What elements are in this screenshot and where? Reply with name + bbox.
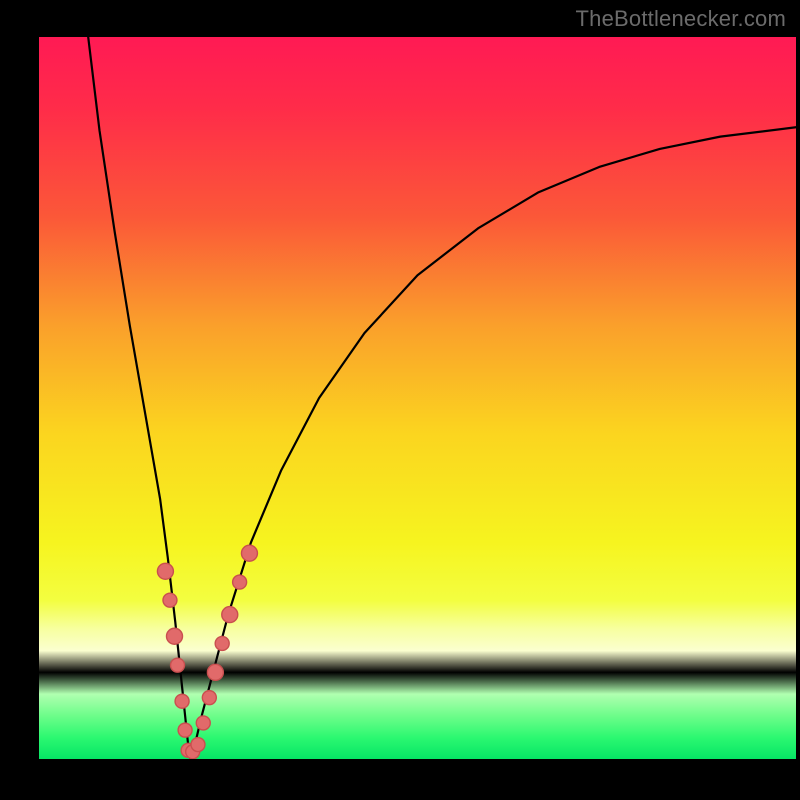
marker-point xyxy=(157,563,173,579)
marker-point xyxy=(163,593,177,607)
marker-point xyxy=(241,545,257,561)
marker-point xyxy=(202,691,216,705)
marker-point xyxy=(207,664,223,680)
marker-point xyxy=(178,723,192,737)
marker-point xyxy=(233,575,247,589)
marker-point xyxy=(171,658,185,672)
bottleneck-chart xyxy=(39,37,796,759)
figure-root: TheBottlenecker.com xyxy=(0,0,800,800)
marker-point xyxy=(175,694,189,708)
chart-area xyxy=(39,37,796,759)
marker-point xyxy=(191,738,205,752)
marker-point xyxy=(222,607,238,623)
marker-point xyxy=(215,636,229,650)
watermark-text: TheBottlenecker.com xyxy=(576,6,786,32)
marker-point xyxy=(167,628,183,644)
marker-point xyxy=(196,716,210,730)
